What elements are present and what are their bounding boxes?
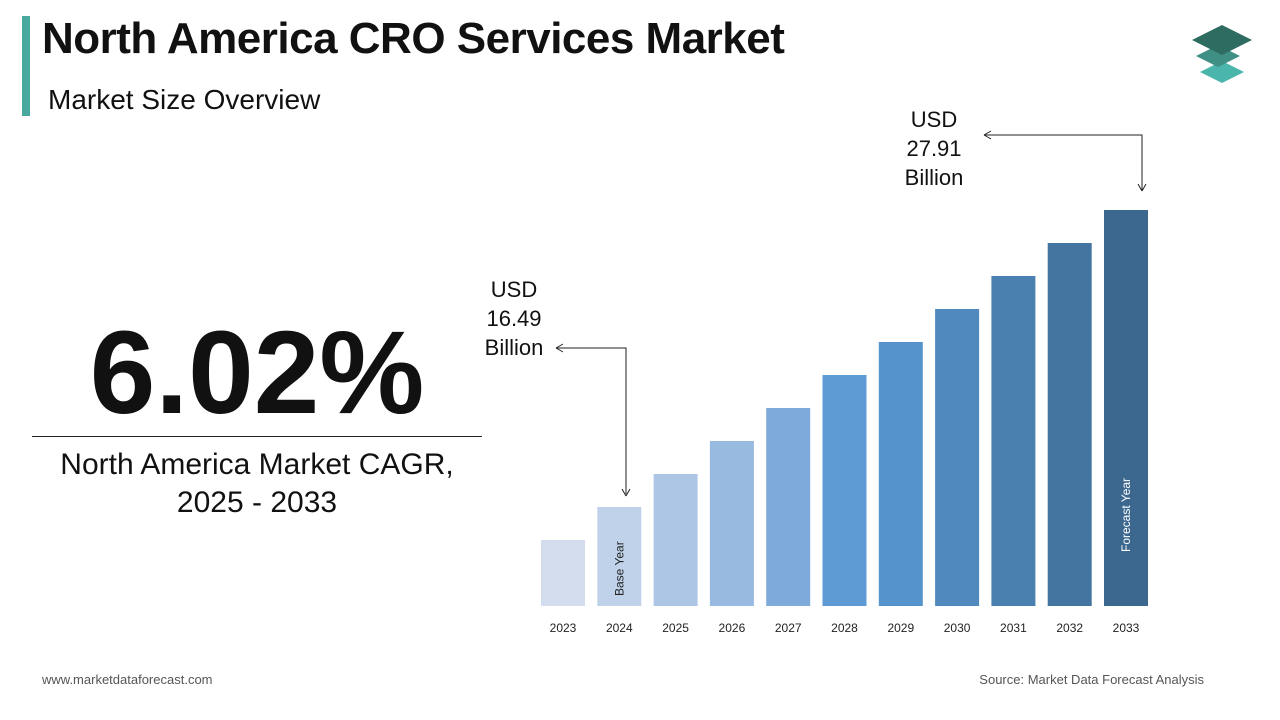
cagr-label: North America Market CAGR, 2025 - 2033 <box>32 446 482 522</box>
bar-annotation: Forecast Year <box>1119 478 1133 552</box>
x-tick-label: 2028 <box>831 621 858 635</box>
divider <box>32 436 482 437</box>
bar-2023 <box>541 540 585 606</box>
callout-2024: USD 16.49 Billion <box>474 275 554 362</box>
bar-2033 <box>1104 210 1148 606</box>
bar-2028 <box>822 375 867 606</box>
bar-2029 <box>878 342 923 606</box>
callout-value: 27.91 <box>906 136 962 161</box>
title-accent-bar <box>22 16 30 116</box>
x-tick-label: 2033 <box>1113 621 1140 635</box>
x-tick-label: 2031 <box>1000 621 1027 635</box>
bar-2026 <box>709 441 754 606</box>
bar-2027 <box>766 408 811 606</box>
callout-currency: USD <box>910 107 958 132</box>
bar-2031 <box>991 276 1036 606</box>
callout-unit: Billion <box>904 165 964 190</box>
cagr-label-line1: North America Market CAGR, <box>60 448 454 481</box>
x-tick-label: 2024 <box>606 621 633 635</box>
callout-arrows <box>555 130 1147 497</box>
arrow-2033 <box>984 134 1143 190</box>
x-tick-label: 2030 <box>944 621 971 635</box>
bar-2030 <box>935 309 980 606</box>
logo-layer <box>1200 61 1244 83</box>
x-tick-label: 2032 <box>1056 621 1083 635</box>
stacked-layers-icon <box>1192 25 1252 83</box>
x-tick-label: 2027 <box>775 621 802 635</box>
bar-2025 <box>653 474 698 606</box>
callout-currency: USD <box>490 277 538 302</box>
page-title: North America CRO Services Market <box>42 14 785 63</box>
page-subtitle: Market Size Overview <box>48 84 321 115</box>
x-tick-label: 2025 <box>662 621 689 635</box>
callout-value: 16.49 <box>486 306 542 331</box>
bar-annotation: Base Year <box>612 541 626 596</box>
arrow-2024 <box>556 347 627 494</box>
source-note: Source: Market Data Forecast Analysis <box>979 672 1204 687</box>
cagr-value: 6.02% <box>89 307 425 439</box>
bar-2024 <box>597 507 642 606</box>
bar-2032 <box>1047 243 1092 606</box>
callout-2033: USD 27.91 Billion <box>894 105 974 192</box>
logo-layer <box>1192 25 1252 55</box>
x-tick-label: 2026 <box>719 621 746 635</box>
cagr-label-line2: 2025 - 2033 <box>176 486 338 519</box>
x-tick-label: 2023 <box>550 621 577 635</box>
x-tick-label: 2029 <box>887 621 914 635</box>
callout-unit: Billion <box>484 335 544 360</box>
website-link[interactable]: www.marketdataforecast.com <box>42 672 213 687</box>
